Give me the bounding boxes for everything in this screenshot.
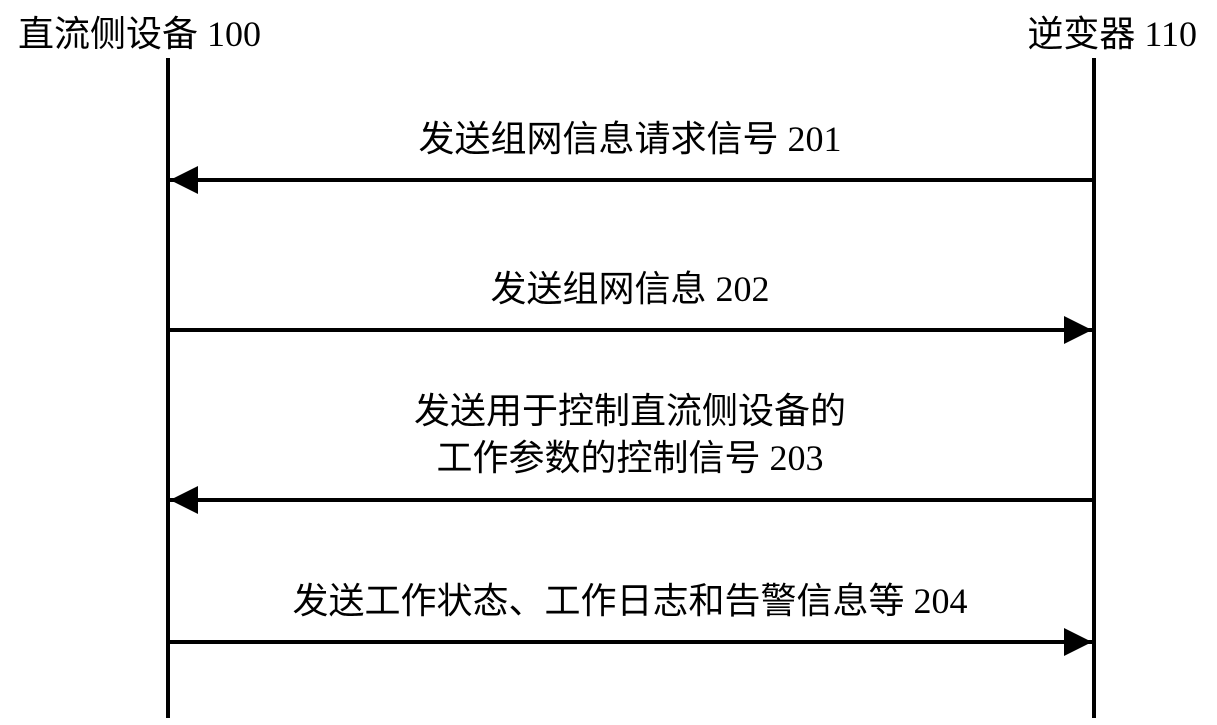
arrow-head-204: [1064, 628, 1092, 656]
participant-right: 逆变器 110: [1027, 5, 1197, 57]
message-label-204: 发送工作状态、工作日志和告警信息等 204: [170, 578, 1090, 625]
arrow-head-203: [170, 486, 198, 514]
arrow-head-202: [1064, 316, 1092, 344]
message-label-201: 发送组网信息请求信号 201: [170, 116, 1090, 163]
participant-left: 直流侧设备 100: [18, 5, 261, 57]
message-203-line2: 工作参数的控制信号 203: [436, 438, 823, 478]
arrow-line-203: [170, 498, 1092, 502]
arrow-head-201: [170, 166, 198, 194]
message-label-202: 发送组网信息 202: [170, 266, 1090, 313]
arrow-line-204: [170, 640, 1092, 644]
arrow-line-202: [170, 328, 1092, 332]
message-203-line1: 发送用于控制直流侧设备的: [414, 391, 846, 431]
message-label-203: 发送用于控制直流侧设备的 工作参数的控制信号 203: [170, 388, 1090, 482]
sequence-diagram: 直流侧设备 100 逆变器 110 发送组网信息请求信号 201 发送组网信息 …: [0, 0, 1217, 725]
arrow-line-201: [170, 178, 1092, 182]
lifeline-right: [1092, 58, 1096, 718]
